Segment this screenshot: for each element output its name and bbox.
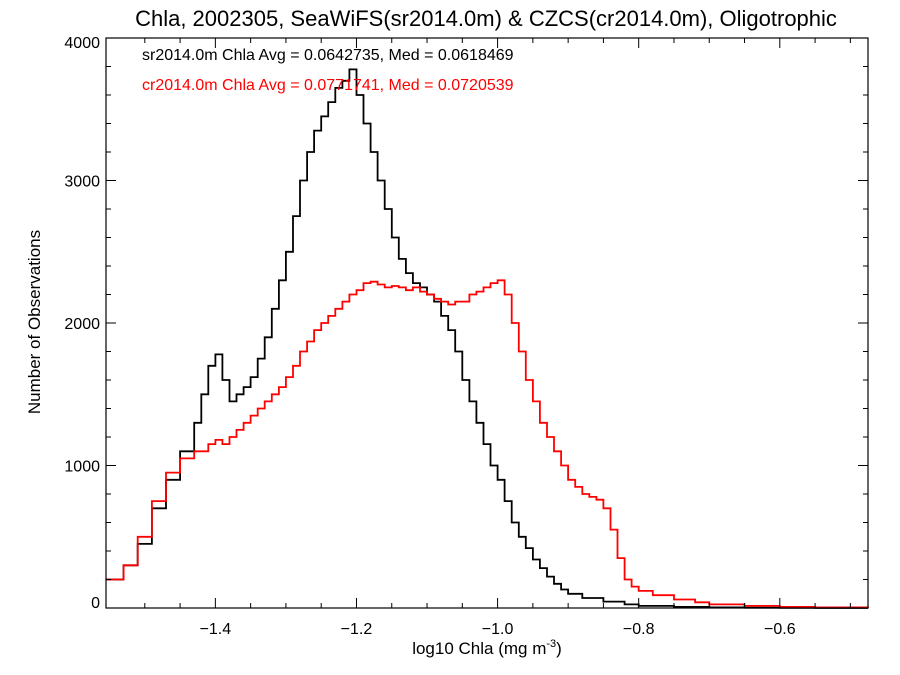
stat-annotation-cr: cr2014.0m Chla Avg = 0.0771741, Med = 0.… <box>142 77 514 94</box>
x-axis-label-superscript: -3 <box>546 638 556 650</box>
stat-annotation-sr: sr2014.0m Chla Avg = 0.0642735, Med = 0.… <box>142 47 514 64</box>
plot-frame <box>105 37 869 609</box>
y-axis: 0 1000 2000 3000 4000 <box>64 35 868 612</box>
x-axis: −1.4 −1.2 −1.0 −0.8 −0.6 <box>144 38 851 638</box>
x-axis-label: log10 Chla (mg m-3) <box>412 638 562 658</box>
y-tick-label-4: 4000 <box>64 35 100 52</box>
x-tick-label-3: −0.8 <box>623 621 655 638</box>
y-tick-label-2: 2000 <box>64 316 100 333</box>
y-tick-label-3: 3000 <box>64 174 100 191</box>
chart-title: Chla, 2002305, SeaWiFS(sr2014.0m) & CZCS… <box>135 6 837 31</box>
y-tick-label-1: 1000 <box>64 459 100 476</box>
series-line-1 <box>106 279 869 609</box>
x-tick-label-0: −1.4 <box>200 621 232 638</box>
x-tick-label-1: −1.2 <box>341 621 373 638</box>
x-tick-label-2: −1.0 <box>482 621 514 638</box>
series-line-0 <box>106 68 868 609</box>
x-tick-label-4: −0.6 <box>764 621 796 638</box>
x-axis-label-main: log10 Chla (mg m <box>412 639 546 658</box>
series-layer <box>106 68 869 609</box>
y-tick-label-0: 0 <box>91 595 100 612</box>
x-axis-label-close: ) <box>556 639 562 658</box>
y-axis-label: Number of Observations <box>25 230 44 414</box>
